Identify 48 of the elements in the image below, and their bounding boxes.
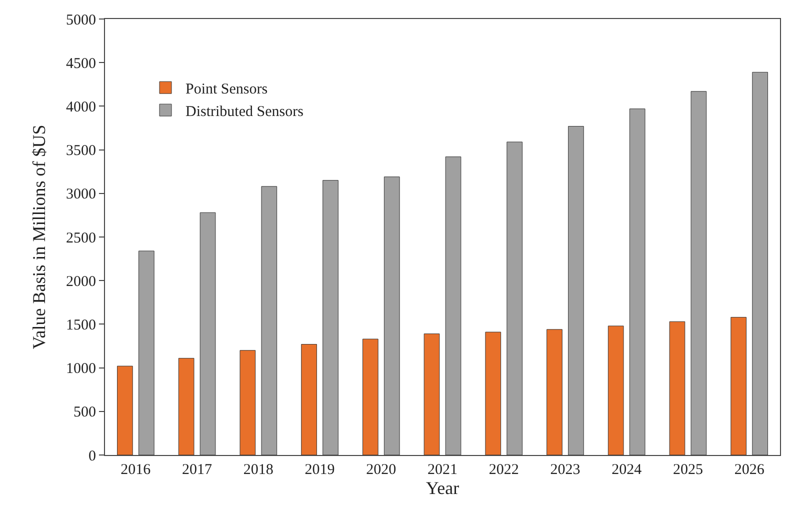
x-tick-label: 2021 — [428, 462, 458, 478]
x-tick-label: 2016 — [120, 462, 152, 478]
bar — [546, 329, 562, 455]
bar — [485, 332, 502, 455]
bar — [629, 108, 646, 455]
x-tick-label: 2026 — [734, 462, 765, 478]
bar — [669, 321, 686, 455]
bar — [506, 142, 523, 455]
y-tick-label: 1000 — [66, 361, 96, 378]
y-tick-label: 0 — [88, 448, 96, 464]
y-axis-title: Value Basis in Millions of $US — [29, 124, 50, 350]
x-tick-label: 2020 — [366, 462, 396, 478]
bar — [608, 326, 624, 455]
bar — [322, 180, 338, 455]
legend-label: Point Sensors — [186, 81, 268, 98]
bar — [138, 250, 154, 455]
x-tick-label: 2022 — [488, 462, 519, 478]
bar — [261, 186, 278, 455]
bar — [362, 338, 378, 455]
legend-label: Distributed Sensors — [186, 104, 304, 120]
bar — [424, 334, 440, 455]
y-tick-label: 2500 — [66, 230, 96, 246]
bar — [178, 358, 194, 455]
y-tick-label: 4500 — [66, 56, 96, 72]
x-tick-label: 2019 — [304, 462, 335, 478]
bar — [117, 366, 133, 455]
x-axis-title: Year — [426, 478, 460, 498]
x-tick-label: 2025 — [672, 462, 703, 478]
bar — [690, 91, 707, 455]
bar — [240, 350, 256, 455]
x-tick-label: 2017 — [182, 462, 213, 478]
bar — [730, 316, 746, 455]
bar — [445, 156, 462, 455]
bar — [301, 344, 317, 455]
y-tick-label: 3500 — [66, 143, 96, 160]
y-tick-label: 2000 — [66, 274, 96, 290]
x-tick-label: 2024 — [612, 462, 642, 478]
x-tick-label: 2018 — [243, 462, 274, 478]
y-tick-label: 5000 — [66, 12, 96, 28]
bar — [384, 176, 400, 455]
y-tick-label: 4000 — [66, 99, 96, 116]
y-tick-label: 3000 — [66, 186, 96, 203]
y-tick-label: 1500 — [66, 317, 96, 334]
bar — [200, 212, 216, 455]
bar — [752, 72, 768, 455]
bar — [568, 126, 584, 455]
y-tick-label: 500 — [74, 404, 96, 421]
x-tick-label: 2023 — [550, 462, 580, 478]
